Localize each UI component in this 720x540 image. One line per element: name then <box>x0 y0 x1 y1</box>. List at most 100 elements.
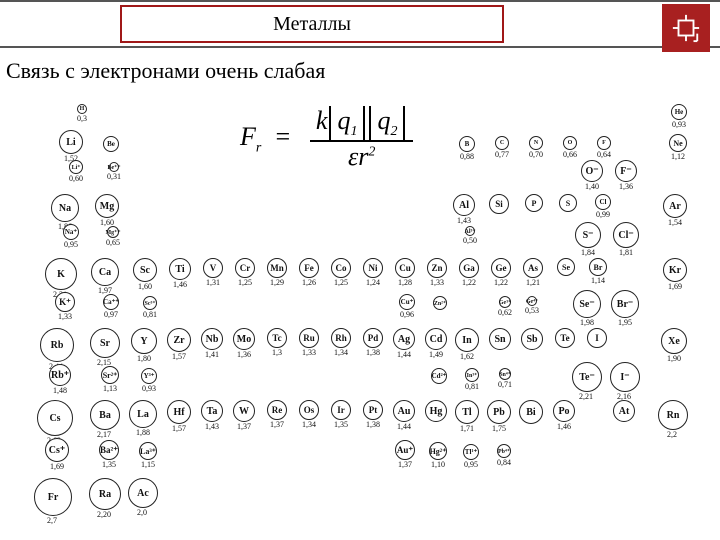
element-radius-value: 0,96 <box>393 310 421 319</box>
element-Zr: Zr1,57 <box>165 328 193 361</box>
element-circle: In <box>455 328 479 352</box>
element-circle: B <box>459 136 475 152</box>
element-Pt: Pt1,38 <box>359 400 387 429</box>
formula-lhs: F <box>240 122 256 151</box>
element-radius-value: 1,38 <box>359 348 387 357</box>
corner-icon <box>662 4 710 52</box>
element-radius-value: 1,60 <box>131 282 159 291</box>
element-circle: Be⁺⁺ <box>109 162 119 172</box>
element-circle: Tc <box>267 328 287 348</box>
element-Ac: Ac2,0 <box>128 478 156 517</box>
element-radius-value: 0,3 <box>68 114 96 123</box>
element-Hg: Hg <box>422 400 450 422</box>
element-radius-value: 1,15 <box>134 460 162 469</box>
element-S⁻: S⁻1,84 <box>574 222 602 257</box>
element-circle: O <box>563 136 577 150</box>
element-circle: Po <box>553 400 575 422</box>
element-circle: Ge <box>491 258 511 278</box>
element-radius-value: 1,25 <box>327 278 355 287</box>
element-Tl: Tl1,71 <box>453 400 481 433</box>
element-circle: W <box>233 400 255 422</box>
element-circle: I⁻ <box>610 362 640 392</box>
element-radius-value: 1,25 <box>231 278 259 287</box>
element-circle: Rb⁺ <box>49 364 71 386</box>
element-Ta: Ta1,43 <box>198 400 226 431</box>
element-Mo: Mo1,36 <box>230 328 258 359</box>
element-circle: N <box>529 136 543 150</box>
element-radius-value: 1,71 <box>453 424 481 433</box>
element-radius-value: 1,12 <box>664 152 692 161</box>
element-Al: Al1,43 <box>450 194 478 225</box>
element-circle: V <box>203 258 223 278</box>
element-Os: Os1,34 <box>295 400 323 429</box>
element-Mg: Mg1,60 <box>93 194 121 227</box>
page-title: Металлы <box>273 13 351 36</box>
element-Ge: Ge1,22 <box>487 258 515 287</box>
element-circle: Zn²⁺ <box>433 296 447 310</box>
element-Ni: Ni1,24 <box>359 258 387 287</box>
element-Rn: Rn2,2 <box>658 400 686 439</box>
element-radius-value: 0,31 <box>100 172 128 181</box>
element-B: B0,88 <box>453 136 481 161</box>
element-Xe: Xe1,90 <box>660 328 688 363</box>
element-radius-value: 1,46 <box>550 422 578 431</box>
element-La: La1,88 <box>129 400 157 437</box>
element-radius-value: 0,95 <box>57 240 85 249</box>
element-Br: Br1,14 <box>584 258 612 285</box>
element-Re: Re1,37 <box>263 400 291 429</box>
element-circle: Y³⁺ <box>141 368 157 384</box>
element-Zn²⁺: Zn²⁺ <box>426 296 454 310</box>
element-circle: Y <box>131 328 157 354</box>
element-Kr: Kr1,69 <box>661 258 689 291</box>
element-radius-value: 0,93 <box>665 120 693 129</box>
element-Br⁻: Br⁻1,95 <box>611 290 639 327</box>
element-circle: Ru <box>299 328 319 348</box>
element-radius-value: 1,35 <box>327 420 355 429</box>
element-Pb: Pb1,75 <box>485 400 513 433</box>
element-radius-value: 1,49 <box>422 350 450 359</box>
element-Pd: Pd1,38 <box>359 328 387 357</box>
element-Ag: Ag1,44 <box>390 328 418 359</box>
element-circle: Se <box>557 258 575 276</box>
element-radius-value: 1,80 <box>130 354 158 363</box>
title-box: Металлы <box>120 5 504 43</box>
element-Ca: Ca1,97 <box>91 258 119 295</box>
element-La³⁺: La³⁺1,15 <box>134 442 162 469</box>
element-circle: Na <box>51 194 79 222</box>
element-circle: Bi <box>519 400 543 424</box>
element-Ge³⁺: Ge³⁺0,62 <box>491 296 519 317</box>
formula-lhs-sub: r <box>256 140 261 155</box>
element-I: I <box>583 328 611 348</box>
element-circle: O⁻ <box>581 160 603 182</box>
formula-denominator: εr2 <box>310 142 414 172</box>
element-radius-value: 1,22 <box>455 278 483 287</box>
element-circle: Cd²⁺ <box>431 368 447 384</box>
element-circle: Au <box>393 400 415 422</box>
element-circle: Pb <box>487 400 511 424</box>
element-radius-value: 0,93 <box>135 384 163 393</box>
element-radius-value: 1,33 <box>51 312 79 321</box>
element-circle: P <box>525 194 543 212</box>
element-circle: Pd <box>363 328 383 348</box>
element-Po: Po1,46 <box>550 400 578 431</box>
element-Mn: Mn1,29 <box>263 258 291 287</box>
element-radius-value: 1,37 <box>230 422 258 431</box>
element-Rh: Rh1,34 <box>327 328 355 357</box>
element-circle: Mg⁺⁺ <box>107 226 119 238</box>
element-I⁻: I⁻2,16 <box>610 362 638 401</box>
element-Ar: Ar1,54 <box>661 194 689 227</box>
element-Fr: Fr2,7 <box>34 478 70 525</box>
element-circle: Al³⁺ <box>465 226 475 236</box>
element-W: W1,37 <box>230 400 258 431</box>
element-Ge⁴⁺: Ge⁴⁺0,53 <box>518 296 546 315</box>
element-circle: Nb <box>201 328 223 350</box>
element-F: F0,64 <box>590 136 618 159</box>
element-circle: Si <box>489 194 509 214</box>
element-circle: Fe <box>299 258 319 278</box>
element-circle: Sc³⁺ <box>143 296 157 310</box>
element-circle: F⁻ <box>615 160 637 182</box>
element-circle: Ta <box>201 400 223 422</box>
element-radius-value: 1,21 <box>519 278 547 287</box>
element-Sr²⁺: Sr²⁺1,13 <box>96 366 124 393</box>
element-circle: Rn <box>658 400 688 430</box>
